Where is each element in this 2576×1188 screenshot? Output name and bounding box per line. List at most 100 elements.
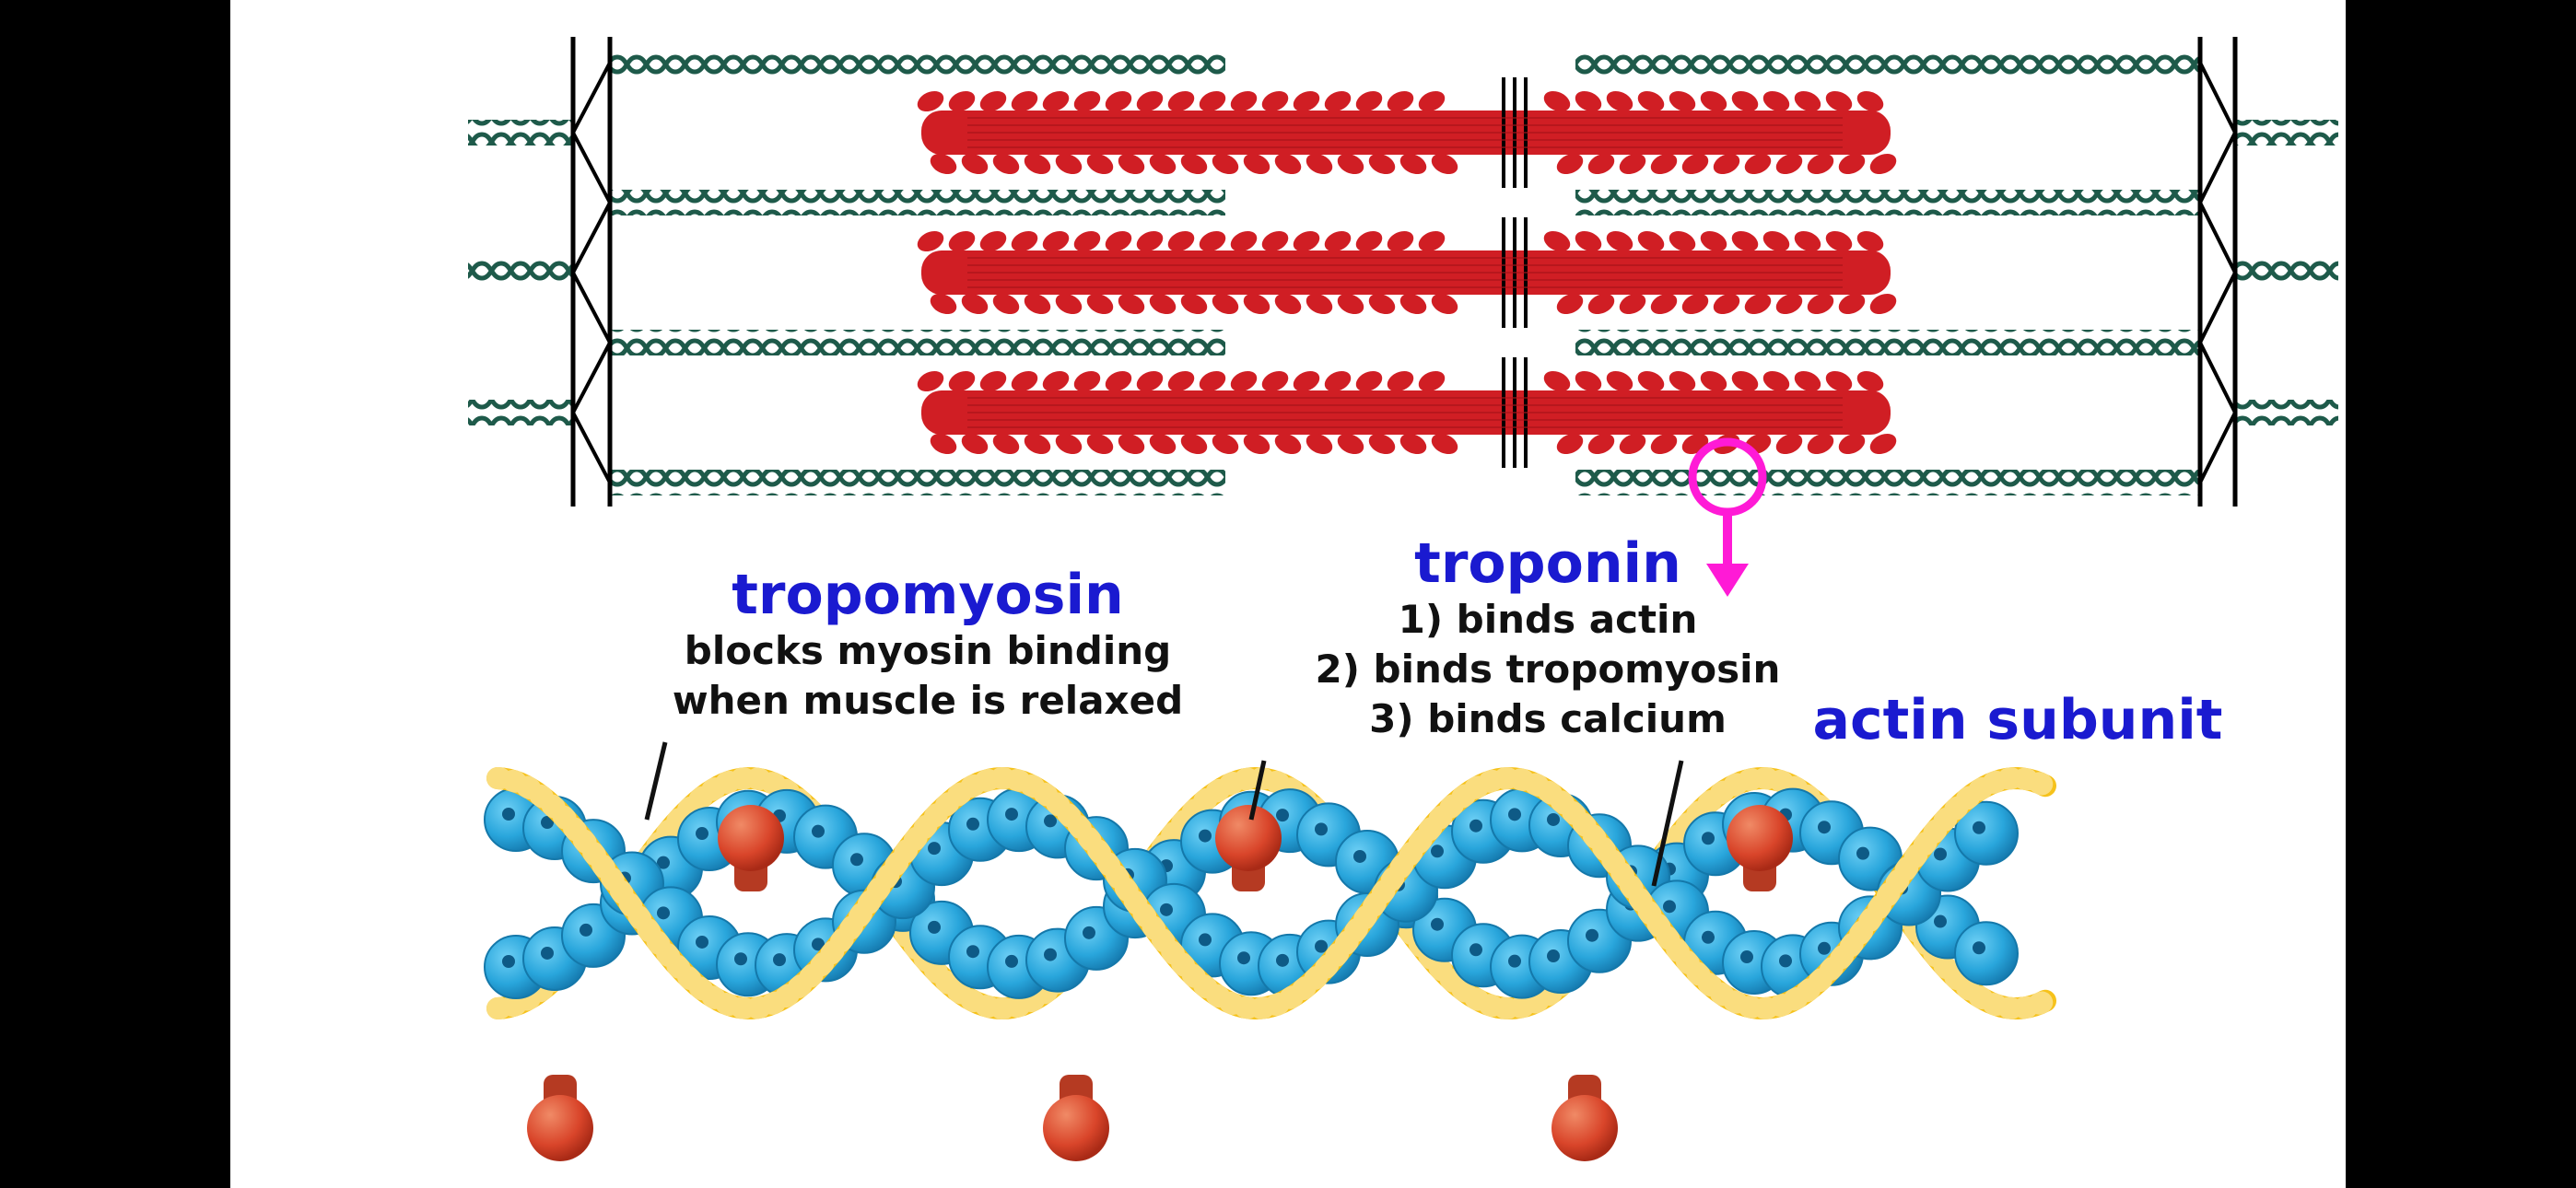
myosin-head	[1606, 90, 1633, 112]
myosin-head	[961, 433, 989, 455]
actin-bead-spot	[502, 955, 515, 968]
myosin-head	[1073, 370, 1101, 392]
myosin-head	[1243, 293, 1270, 315]
outer-filament-left	[468, 400, 575, 425]
myosin-head	[1575, 90, 1602, 112]
actin-bead-spot	[1508, 954, 1521, 968]
actin-bead-spot	[1237, 951, 1250, 965]
myosin-head	[1167, 90, 1195, 112]
troponin-head	[1551, 1095, 1618, 1161]
myosin-head	[1355, 230, 1383, 252]
actin-bead-spot	[1818, 821, 1831, 834]
myosin-head	[1543, 230, 1571, 252]
myosin-head	[1212, 433, 1239, 455]
myosin-head	[1274, 433, 1302, 455]
actin-bead-spot	[657, 856, 670, 869]
myosin-head	[917, 230, 944, 252]
actin-bead-spot	[1856, 846, 1869, 860]
myosin-head	[1042, 90, 1070, 112]
actin-bead-spot	[1934, 847, 1947, 861]
sarcomere-diagram	[468, 37, 2338, 1161]
actin-bead-spot	[1083, 926, 1095, 939]
actin-bead-spot	[812, 824, 825, 838]
myosin-head	[1713, 153, 1740, 175]
actin-bead-spot	[773, 953, 786, 967]
actin-bead-spot	[1469, 943, 1482, 957]
myosin-head	[1355, 90, 1383, 112]
myosin-head	[1543, 90, 1571, 112]
z-disc-connector	[2198, 342, 2238, 483]
actin-bead-spot	[657, 906, 670, 920]
myosin-head	[1681, 293, 1709, 315]
myosin-head	[1838, 293, 1866, 315]
myosin-head	[1869, 293, 1897, 315]
myosin-head	[1199, 90, 1226, 112]
myosin-head	[1306, 293, 1333, 315]
troponin-complex	[1215, 805, 1282, 891]
myosin-head	[1762, 230, 1790, 252]
myosin-head	[1086, 153, 1114, 175]
myosin-head	[1431, 433, 1458, 455]
label-pointers	[644, 741, 1684, 887]
actin-bead-spot	[1586, 928, 1598, 942]
myosin-head	[1368, 433, 1396, 455]
actin-bead-spot	[1431, 844, 1444, 858]
myosin-head	[1212, 153, 1239, 175]
z-disc-connector	[2198, 202, 2238, 344]
actin-bead-spot	[1315, 822, 1328, 836]
myosin-head	[1587, 433, 1615, 455]
myosin-head	[1387, 230, 1414, 252]
actin-bead-spot	[1160, 903, 1173, 916]
actin-bead-spot	[1276, 953, 1289, 967]
myosin-head	[1606, 370, 1633, 392]
outer-filament-right	[2235, 260, 2338, 285]
z-disc-connector	[2198, 62, 2238, 204]
troponin-complex	[718, 805, 784, 891]
thin-filament-right	[1575, 190, 2202, 215]
myosin-head	[1261, 90, 1289, 112]
sarcomere	[468, 37, 2338, 507]
myosin-head	[1399, 293, 1427, 315]
myosin-head	[1825, 370, 1853, 392]
outer-filament-right	[2235, 120, 2338, 146]
myosin-head	[1387, 90, 1414, 112]
magnifier-arrowhead	[1706, 564, 1749, 597]
myosin-head	[1368, 293, 1396, 315]
myosin-head	[1650, 433, 1678, 455]
z-disc-connector	[570, 342, 612, 483]
troponin-label: troponin 1) binds actin 2) binds tropomy…	[1188, 532, 1907, 744]
myosin-head	[1807, 293, 1834, 315]
myosin-head	[1337, 433, 1364, 455]
myosin-head	[1293, 370, 1320, 392]
actin-strand-upper	[1954, 800, 2019, 866]
myosin-head	[992, 153, 1020, 175]
actin-bead-spot	[1702, 930, 1715, 944]
actin-bead-spot	[1663, 900, 1676, 914]
myosin-head	[1794, 370, 1821, 392]
myosin-head	[1243, 153, 1270, 175]
troponin-line-3: 3) binds calcium	[1369, 696, 1727, 741]
myosin-head	[1856, 230, 1884, 252]
myosin-head	[1024, 433, 1051, 455]
actin-bead	[1954, 921, 2019, 986]
myosin-head	[1086, 433, 1114, 455]
myosin-head	[1681, 153, 1709, 175]
actin-bead-spot	[580, 923, 592, 937]
myosin-head	[1149, 153, 1177, 175]
myosin-head	[1637, 90, 1665, 112]
actin-bead-spot	[850, 853, 863, 867]
myosin-head	[1199, 370, 1226, 392]
myosin-head	[1199, 230, 1226, 252]
myosin-head	[1261, 230, 1289, 252]
myosin-head	[1261, 370, 1289, 392]
myosin-head	[1324, 230, 1352, 252]
myosin-head	[1167, 230, 1195, 252]
myosin-head	[1543, 370, 1571, 392]
myosin-head	[1762, 90, 1790, 112]
myosin-head	[1418, 370, 1446, 392]
myosin-head	[1575, 370, 1602, 392]
myosin-head	[1775, 153, 1803, 175]
thin-filament-left	[610, 330, 1225, 355]
myosin-head	[1775, 433, 1803, 455]
actin-bead-spot	[1353, 849, 1366, 863]
